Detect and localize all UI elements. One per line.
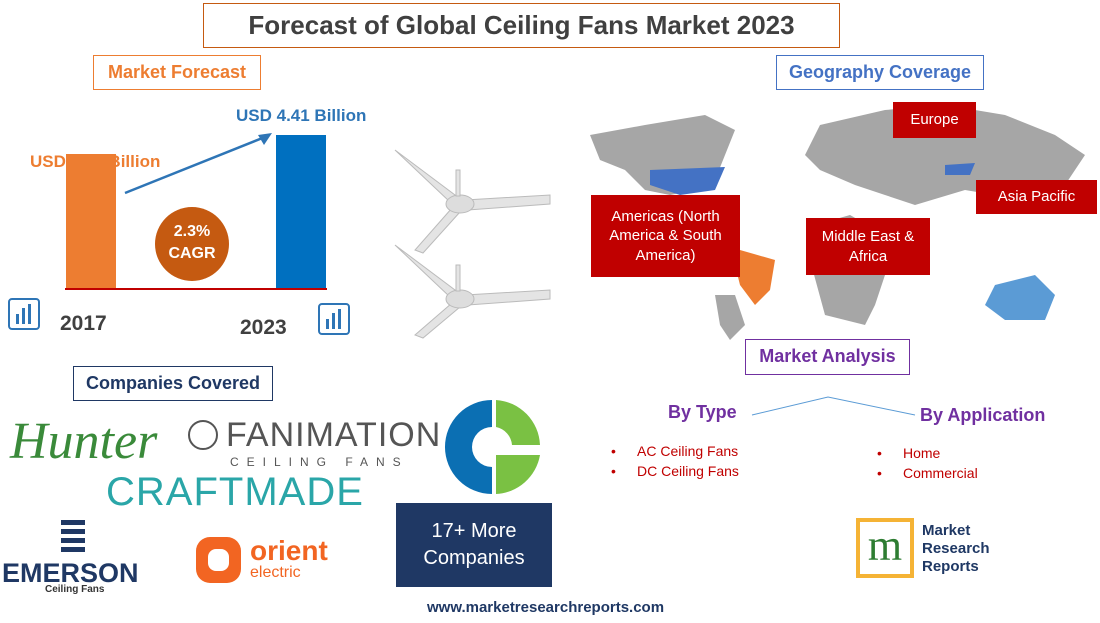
baseline (65, 288, 327, 290)
analysis-heading: Market Analysis (745, 339, 910, 375)
bar (276, 135, 326, 288)
brand-mark: m (856, 518, 914, 578)
brand-name: Market Research Reports (922, 522, 990, 576)
bar (66, 154, 116, 288)
chart-icon (8, 298, 40, 330)
type-item: DC Ceiling Fans (611, 463, 739, 479)
type-heading: By Type (668, 402, 737, 422)
footer-url: www.marketresearchreports.com (427, 599, 665, 616)
bar-label: USD 4.41 Billion (236, 106, 367, 125)
title: Forecast of Global Ceiling Fans Market 2… (203, 3, 840, 48)
companies-heading: Companies Covered (73, 366, 273, 401)
application-heading: By Application (920, 405, 1046, 425)
region-label: Europe (893, 102, 976, 138)
bar-area (40, 100, 340, 288)
logo-emerson: EMERSON (2, 558, 139, 588)
more-companies: 17+ More Companies (396, 503, 552, 587)
cagr-value: 2.3% (173, 223, 211, 240)
region-label: Middle East & Africa (806, 218, 930, 275)
emerson-mark (61, 520, 85, 552)
region-label: Asia Pacific (976, 180, 1097, 214)
arrow (124, 133, 272, 195)
logo-fanimation: FANIMATION (226, 416, 442, 454)
fan-images (394, 149, 551, 339)
cagr-badge: 2.3% CAGR (155, 207, 229, 281)
orient-mark (196, 537, 241, 583)
logo-hunter: Hunter (10, 413, 158, 470)
brand-line: Market (922, 522, 971, 539)
fanimation-mark (188, 420, 218, 450)
cg-logo (444, 400, 540, 494)
region-label: Americas (North America & South America) (591, 195, 740, 277)
logo-emerson-sub: Ceiling Fans (45, 584, 105, 595)
logo-craftmade: CRAFTMADE (106, 470, 364, 514)
logo-fanimation-sub: CEILING FANS (230, 455, 409, 469)
logo-orient: orient (250, 535, 328, 566)
cagr-label: CAGR (168, 245, 216, 262)
application-item: Home (877, 445, 941, 461)
analysis-connector (751, 396, 916, 416)
chart-icon (318, 303, 350, 335)
application-item: Commercial (877, 465, 978, 481)
year-label: 2023 (240, 316, 287, 339)
year-label: 2017 (60, 312, 107, 335)
brand-line: Research (922, 540, 990, 557)
type-item: AC Ceiling Fans (611, 443, 738, 459)
brand-line: Reports (922, 558, 979, 575)
geography-heading: Geography Coverage (776, 55, 984, 90)
logo-orient-sub: electric (250, 564, 301, 581)
forecast-heading: Market Forecast (93, 55, 261, 90)
